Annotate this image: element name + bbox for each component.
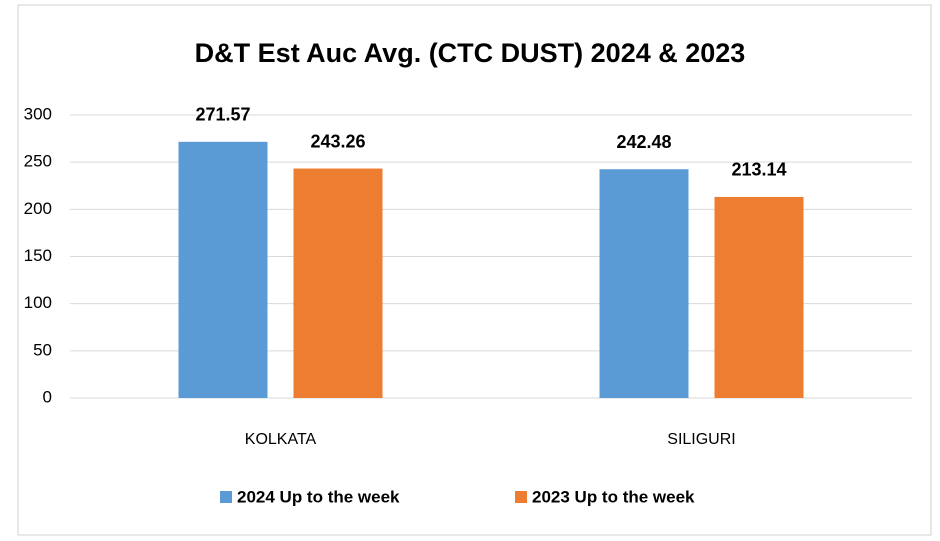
bar [714,196,804,398]
bar [293,168,383,398]
x-tick-label: KOLKATA [245,431,317,448]
data-label: 243.26 [310,131,365,151]
chart-title: D&T Est Auc Avg. (CTC DUST) 2024 & 2023 [195,38,746,68]
y-tick-label: 300 [24,104,52,123]
bar [178,141,268,398]
y-tick-label: 200 [24,199,52,218]
legend-swatch [220,491,232,503]
y-tick-label: 250 [24,152,52,171]
y-tick-label: 100 [24,293,52,312]
data-label: 213.14 [731,160,786,180]
legend-swatch [515,491,527,503]
data-label: 271.57 [195,105,250,125]
data-label: 242.48 [616,132,671,152]
y-tick-label: 0 [43,387,52,406]
legend-label: 2024 Up to the week [237,487,400,506]
y-tick-label: 50 [33,340,52,359]
y-tick-label: 150 [24,246,52,265]
x-tick-label: SILIGURI [667,431,735,448]
legend-label: 2023 Up to the week [532,487,695,506]
bar [599,169,689,398]
